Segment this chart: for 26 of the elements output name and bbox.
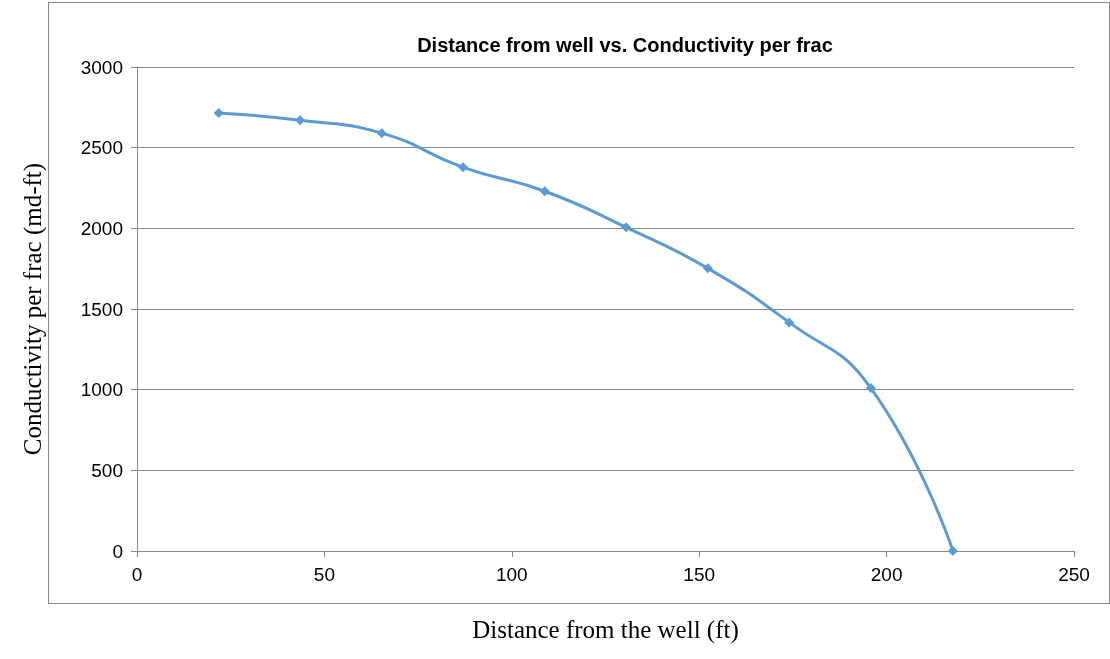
y-tick-label: 0 — [112, 540, 123, 562]
point — [295, 115, 306, 126]
y-tick-label: 1500 — [80, 298, 123, 320]
x-axis-title: Distance from the well (ft) — [472, 616, 739, 644]
y-tick-label: 3000 — [80, 56, 123, 78]
point — [702, 263, 713, 274]
x-tick-label: 250 — [1058, 564, 1090, 585]
x-tick-label: 0 — [131, 564, 143, 585]
point — [784, 317, 795, 328]
point — [865, 383, 876, 394]
y-tick-label: 1000 — [80, 379, 123, 401]
point — [947, 546, 958, 556]
y-axis-title: Conductivity per frac (md-ft) — [19, 162, 47, 456]
point — [376, 128, 387, 139]
point — [621, 222, 632, 233]
x-tick-label: 100 — [495, 564, 528, 585]
chart-title: Distance from well vs. Conductivity per frac — [417, 34, 833, 56]
x-tick-label: 50 — [313, 564, 335, 585]
point — [458, 162, 469, 173]
point — [213, 107, 224, 118]
y-tick-label: 2000 — [80, 217, 123, 239]
y-tick-label: 500 — [91, 459, 123, 481]
point — [539, 186, 550, 197]
x-tick-label: 150 — [683, 564, 716, 585]
y-tick-label: 2500 — [80, 137, 123, 159]
x-tick-label: 200 — [870, 564, 903, 585]
